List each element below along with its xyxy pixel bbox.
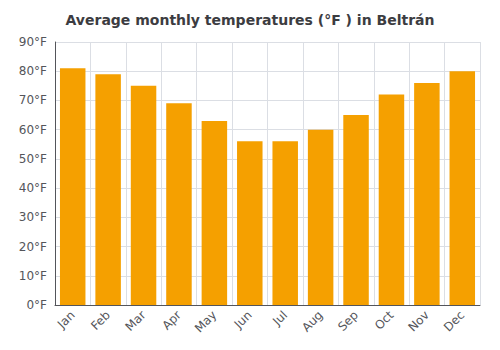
svg-text:0°F: 0°F xyxy=(26,298,47,312)
svg-text:60°F: 60°F xyxy=(19,123,47,137)
svg-text:Jun: Jun xyxy=(231,308,255,332)
svg-text:Jan: Jan xyxy=(54,308,78,332)
svg-text:Mar: Mar xyxy=(123,308,149,334)
svg-text:30°F: 30°F xyxy=(19,210,47,224)
svg-text:Oct: Oct xyxy=(372,308,397,333)
svg-text:Jul: Jul xyxy=(269,308,290,329)
svg-text:50°F: 50°F xyxy=(19,152,47,166)
svg-text:90°F: 90°F xyxy=(19,35,47,49)
svg-text:Sep: Sep xyxy=(335,308,361,334)
svg-text:40°F: 40°F xyxy=(19,181,47,195)
svg-text:Dec: Dec xyxy=(441,308,467,334)
svg-text:80°F: 80°F xyxy=(19,64,47,78)
svg-text:Apr: Apr xyxy=(159,308,184,333)
svg-text:Feb: Feb xyxy=(88,308,113,333)
svg-text:Aug: Aug xyxy=(299,308,325,334)
svg-text:70°F: 70°F xyxy=(19,93,47,107)
svg-text:Average monthly temperatures (: Average monthly temperatures (°F ) in Be… xyxy=(66,12,435,28)
svg-text:May: May xyxy=(192,308,219,335)
svg-text:Nov: Nov xyxy=(405,308,431,334)
svg-text:20°F: 20°F xyxy=(19,240,47,254)
svg-text:10°F: 10°F xyxy=(19,269,47,283)
